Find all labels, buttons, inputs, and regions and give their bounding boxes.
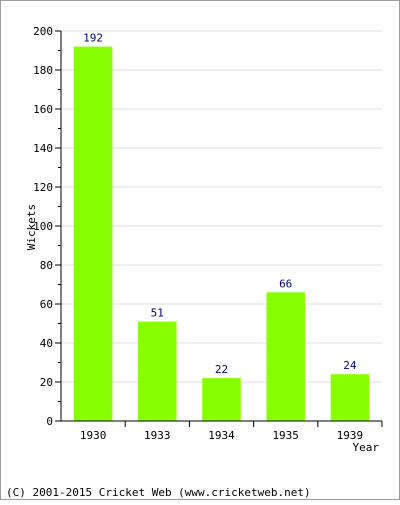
- bar-1930: [73, 46, 113, 421]
- x-tick-label: 1933: [144, 429, 171, 442]
- bar-1933: [138, 321, 177, 421]
- x-axis-title: Year: [353, 441, 380, 454]
- data-label-1930: 192: [83, 32, 103, 45]
- axes: [55, 30, 383, 427]
- y-tick-label: 60: [40, 298, 53, 311]
- y-tick-label: 80: [40, 259, 53, 272]
- data-label-1934: 22: [215, 363, 228, 376]
- bar-1934: [202, 378, 241, 421]
- data-label-1933: 51: [151, 307, 164, 320]
- y-tick-label: 120: [33, 181, 53, 194]
- y-tick-label: 200: [33, 25, 53, 38]
- x-tick-label: 1930: [80, 429, 107, 442]
- labels: 0 20 40 60 80 100 120 140 160 180 200 192 1930 51 1933…: [33, 25, 363, 442]
- bar-1939: [330, 374, 370, 421]
- bars: [73, 46, 370, 421]
- data-label-1935: 66: [279, 277, 292, 290]
- y-tick-label: 100: [33, 220, 53, 233]
- data-label-1939: 24: [343, 359, 357, 372]
- y-tick-label: 0: [46, 415, 53, 428]
- bar-1935: [266, 292, 305, 421]
- y-tick-label: 40: [40, 337, 53, 350]
- y-tick-label: 20: [40, 376, 53, 389]
- grid-lines: [61, 30, 382, 383]
- copyright-notice: (C) 2001-2015 Cricket Web (www.cricketwe…: [6, 486, 311, 499]
- x-tick-label: 1939: [337, 429, 364, 442]
- y-tick-label: 180: [33, 64, 53, 77]
- y-axis-title: Wickets: [25, 204, 38, 250]
- x-tick-label: 1935: [272, 429, 299, 442]
- x-tick-label: 1934: [208, 429, 235, 442]
- y-tick-label: 160: [33, 103, 53, 116]
- y-tick-label: 140: [33, 142, 53, 155]
